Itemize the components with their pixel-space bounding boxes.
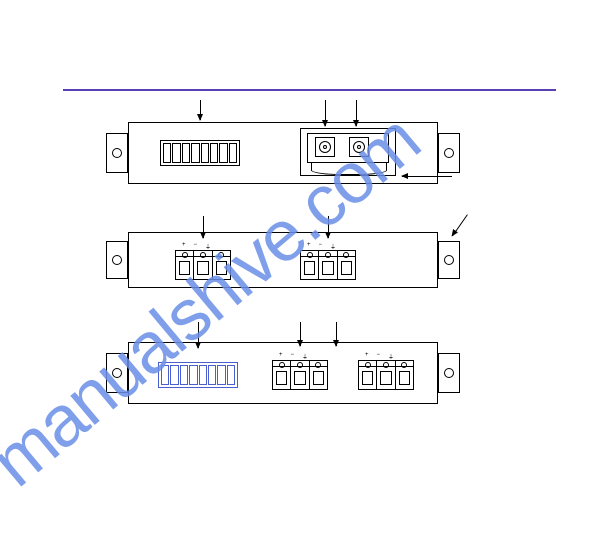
polarity-label: + − ⏚ (307, 242, 336, 251)
callout-arrow (402, 176, 452, 177)
callout-arrow (328, 216, 329, 238)
callout-arrow (198, 322, 199, 348)
callout-arrow (356, 100, 357, 126)
polarity-label: + − ⏚ (365, 352, 394, 361)
callout-arrow (203, 216, 204, 238)
callout-arrow (452, 214, 468, 236)
mounting-hole (112, 255, 122, 265)
fiber-connector-b (349, 137, 369, 157)
fiber-connector-a (315, 137, 335, 157)
dip-position (170, 365, 178, 385)
fiber-cable (311, 163, 387, 175)
dip-position (189, 365, 197, 385)
terminal-block-a: + − ⏚ (175, 250, 231, 280)
dip-position (217, 365, 225, 385)
dip-position (161, 365, 169, 385)
terminal-block-b: + − ⏚ (300, 250, 356, 280)
dip-position (229, 143, 237, 163)
dip-position (208, 365, 216, 385)
mounting-hole (444, 255, 454, 265)
terminal-block-a: + − ⏚ (272, 360, 328, 390)
dip-position (191, 143, 199, 163)
dip-position (163, 143, 171, 163)
dip-position (182, 143, 190, 163)
mounting-hole (444, 368, 454, 378)
dip-position (227, 365, 235, 385)
polarity-label: + − ⏚ (182, 242, 211, 251)
section-divider (63, 89, 556, 91)
dip-position (201, 143, 209, 163)
fiber-module (300, 128, 396, 176)
dip-position (180, 365, 188, 385)
dip-position (172, 143, 180, 163)
dip-switch (160, 140, 240, 166)
dip-position (219, 143, 227, 163)
polarity-label: + − ⏚ (279, 352, 308, 361)
mounting-hole (112, 148, 122, 158)
mounting-hole (112, 368, 122, 378)
dip-switch (158, 362, 238, 388)
terminal-block-b: + − ⏚ (358, 360, 414, 390)
callout-arrow (325, 100, 326, 126)
dip-position (210, 143, 218, 163)
mounting-hole (444, 148, 454, 158)
callout-arrow (336, 322, 337, 346)
callout-arrow (200, 100, 201, 120)
callout-arrow (300, 322, 301, 346)
dip-position (199, 365, 207, 385)
